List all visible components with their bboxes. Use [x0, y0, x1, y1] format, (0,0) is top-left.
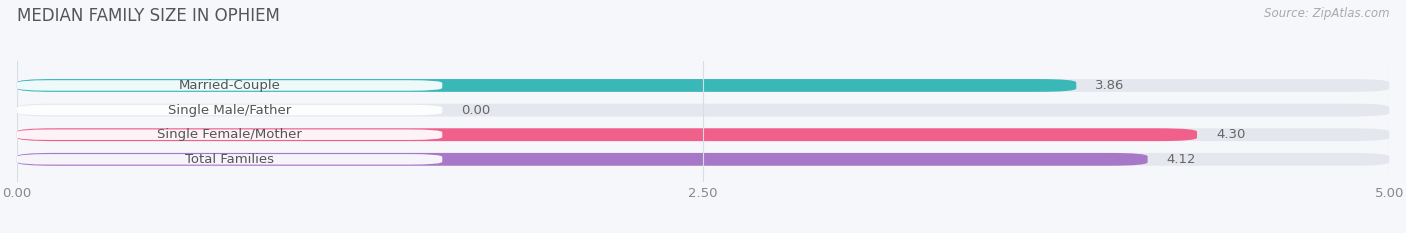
FancyBboxPatch shape	[17, 104, 1389, 116]
Text: 0.00: 0.00	[461, 104, 491, 116]
FancyBboxPatch shape	[17, 80, 443, 91]
FancyBboxPatch shape	[17, 105, 443, 115]
FancyBboxPatch shape	[17, 153, 1389, 166]
FancyBboxPatch shape	[17, 79, 1389, 92]
Text: Source: ZipAtlas.com: Source: ZipAtlas.com	[1264, 7, 1389, 20]
FancyBboxPatch shape	[17, 153, 1147, 166]
FancyBboxPatch shape	[17, 128, 1197, 141]
Text: Total Families: Total Families	[186, 153, 274, 166]
FancyBboxPatch shape	[17, 130, 443, 140]
Text: 3.86: 3.86	[1095, 79, 1125, 92]
Text: Single Male/Father: Single Male/Father	[167, 104, 291, 116]
Text: 4.30: 4.30	[1216, 128, 1246, 141]
FancyBboxPatch shape	[17, 79, 1076, 92]
FancyBboxPatch shape	[17, 128, 1389, 141]
Text: Married-Couple: Married-Couple	[179, 79, 281, 92]
Text: Single Female/Mother: Single Female/Mother	[157, 128, 302, 141]
Text: MEDIAN FAMILY SIZE IN OPHIEM: MEDIAN FAMILY SIZE IN OPHIEM	[17, 7, 280, 25]
FancyBboxPatch shape	[17, 154, 443, 164]
Text: 4.12: 4.12	[1167, 153, 1197, 166]
